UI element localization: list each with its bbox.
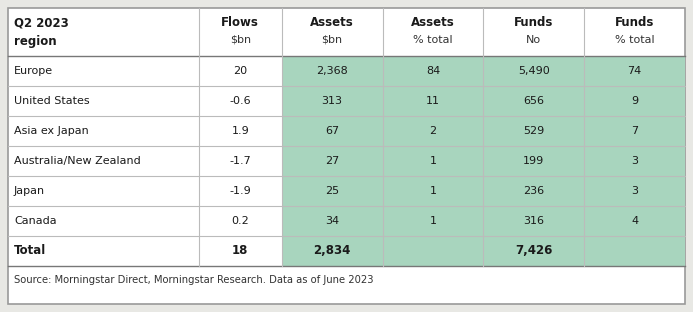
Text: 656: 656 [523,96,544,106]
Text: 199: 199 [523,156,545,166]
Text: -0.6: -0.6 [229,96,251,106]
Text: Asia ex Japan: Asia ex Japan [14,126,89,136]
Text: 11: 11 [426,96,440,106]
Text: Assets: Assets [310,16,354,29]
Text: Assets: Assets [411,16,455,29]
Text: 0.2: 0.2 [231,216,249,226]
Text: 2,834: 2,834 [313,245,351,257]
Text: Funds: Funds [514,16,554,29]
Bar [483,56,584,266]
Bar [383,56,483,266]
Text: Canada: Canada [14,216,57,226]
Text: Japan: Japan [14,186,45,196]
Text: 18: 18 [232,245,249,257]
Text: region: region [14,35,57,48]
Text: 3: 3 [631,156,638,166]
Text: Flows: Flows [221,16,259,29]
Text: 1: 1 [430,156,437,166]
Text: 313: 313 [322,96,342,106]
Text: 25: 25 [325,186,339,196]
Text: Europe: Europe [14,66,53,76]
Text: -1.9: -1.9 [229,186,251,196]
Text: 529: 529 [523,126,545,136]
Text: No: No [526,35,541,45]
Text: 74: 74 [627,66,642,76]
Text: 9: 9 [631,96,638,106]
Text: Australia/New Zealand: Australia/New Zealand [14,156,141,166]
Text: United States: United States [14,96,89,106]
Text: 1: 1 [430,216,437,226]
Text: 1: 1 [430,186,437,196]
Text: Total: Total [14,245,46,257]
Text: 27: 27 [325,156,339,166]
Text: 4: 4 [631,216,638,226]
Text: 2: 2 [430,126,437,136]
Text: Q2 2023: Q2 2023 [14,16,69,29]
Text: 34: 34 [325,216,339,226]
Text: Source: Morningstar Direct, Morningstar Research. Data as of June 2023: Source: Morningstar Direct, Morningstar … [14,275,374,285]
Text: % total: % total [615,35,654,45]
Text: $bn: $bn [322,35,342,45]
Text: 7: 7 [631,126,638,136]
Text: 316: 316 [523,216,544,226]
Text: 7,426: 7,426 [515,245,552,257]
Text: 3: 3 [631,186,638,196]
Text: $bn: $bn [229,35,251,45]
Bar [281,56,383,266]
Text: 1.9: 1.9 [231,126,249,136]
Bar [584,56,685,266]
Text: 236: 236 [523,186,544,196]
Text: Funds: Funds [615,16,654,29]
Text: 67: 67 [325,126,339,136]
Text: -1.7: -1.7 [229,156,251,166]
Text: % total: % total [413,35,453,45]
Text: 2,368: 2,368 [316,66,348,76]
Text: 5,490: 5,490 [518,66,550,76]
Text: 20: 20 [234,66,247,76]
Text: 84: 84 [426,66,440,76]
